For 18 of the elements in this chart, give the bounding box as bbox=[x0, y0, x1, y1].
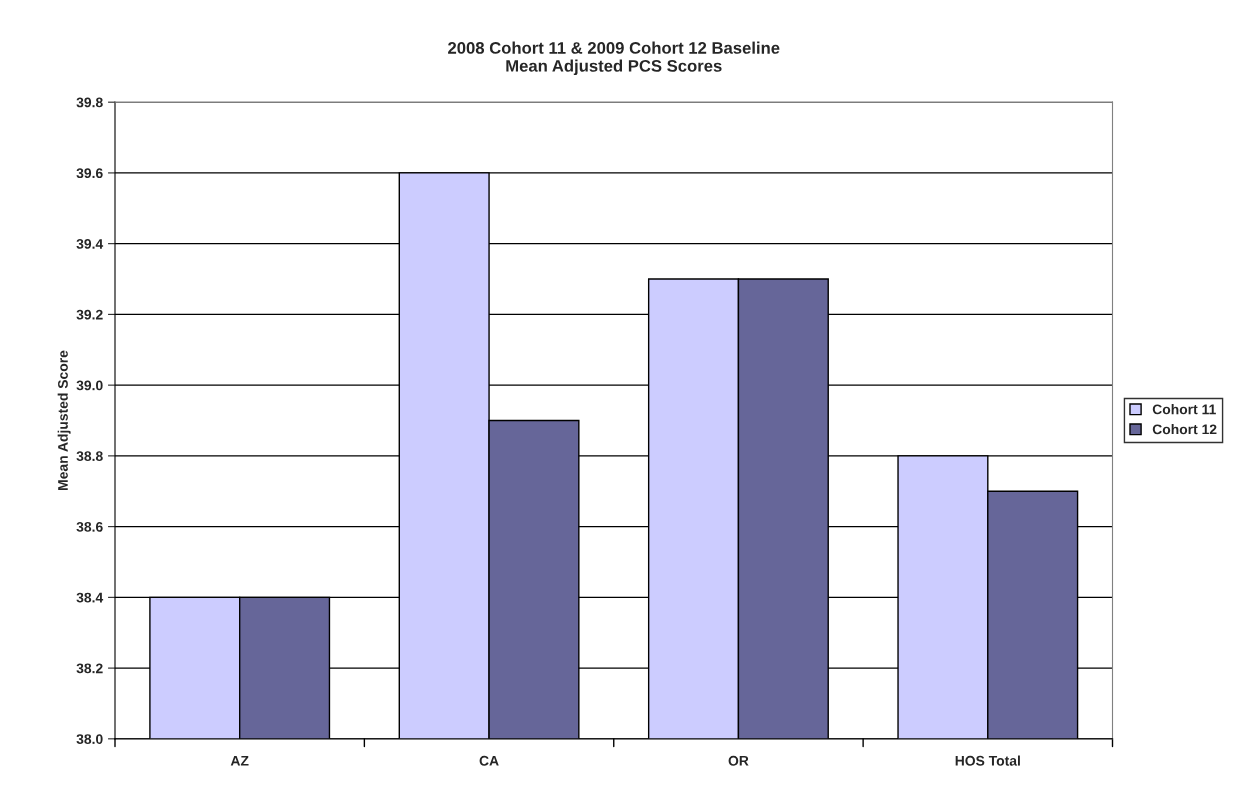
y-tick-label: 38.4 bbox=[76, 592, 104, 603]
y-tick-label: 39.0 bbox=[76, 380, 103, 391]
y-tick-label: 38.0 bbox=[76, 734, 103, 745]
x-tick-label: CA bbox=[479, 755, 499, 766]
y-tick-label: 39.6 bbox=[76, 168, 103, 179]
legend-label: Cohort 11 bbox=[1152, 404, 1216, 415]
y-tick-label: 38.2 bbox=[76, 663, 103, 674]
x-tick-label: OR bbox=[728, 755, 749, 766]
x-tick-label: HOS Total bbox=[955, 755, 1020, 766]
chart-title: 2008 Cohort 11 & 2009 Cohort 12 Baseline Mean Adjusted PCS Scores bbox=[448, 41, 780, 76]
y-axis-title: Mean Adjusted Score bbox=[57, 350, 71, 490]
y-tick-label: 38.6 bbox=[76, 521, 103, 532]
y-tick-label: 39.2 bbox=[76, 309, 103, 320]
legend-label: Cohort 12 bbox=[1152, 424, 1217, 435]
y-tick-label: 39.4 bbox=[76, 238, 104, 249]
y-tick-label: 38.8 bbox=[76, 451, 103, 462]
y-tick-label: 39.8 bbox=[76, 97, 103, 108]
x-tick-label: AZ bbox=[230, 756, 249, 766]
